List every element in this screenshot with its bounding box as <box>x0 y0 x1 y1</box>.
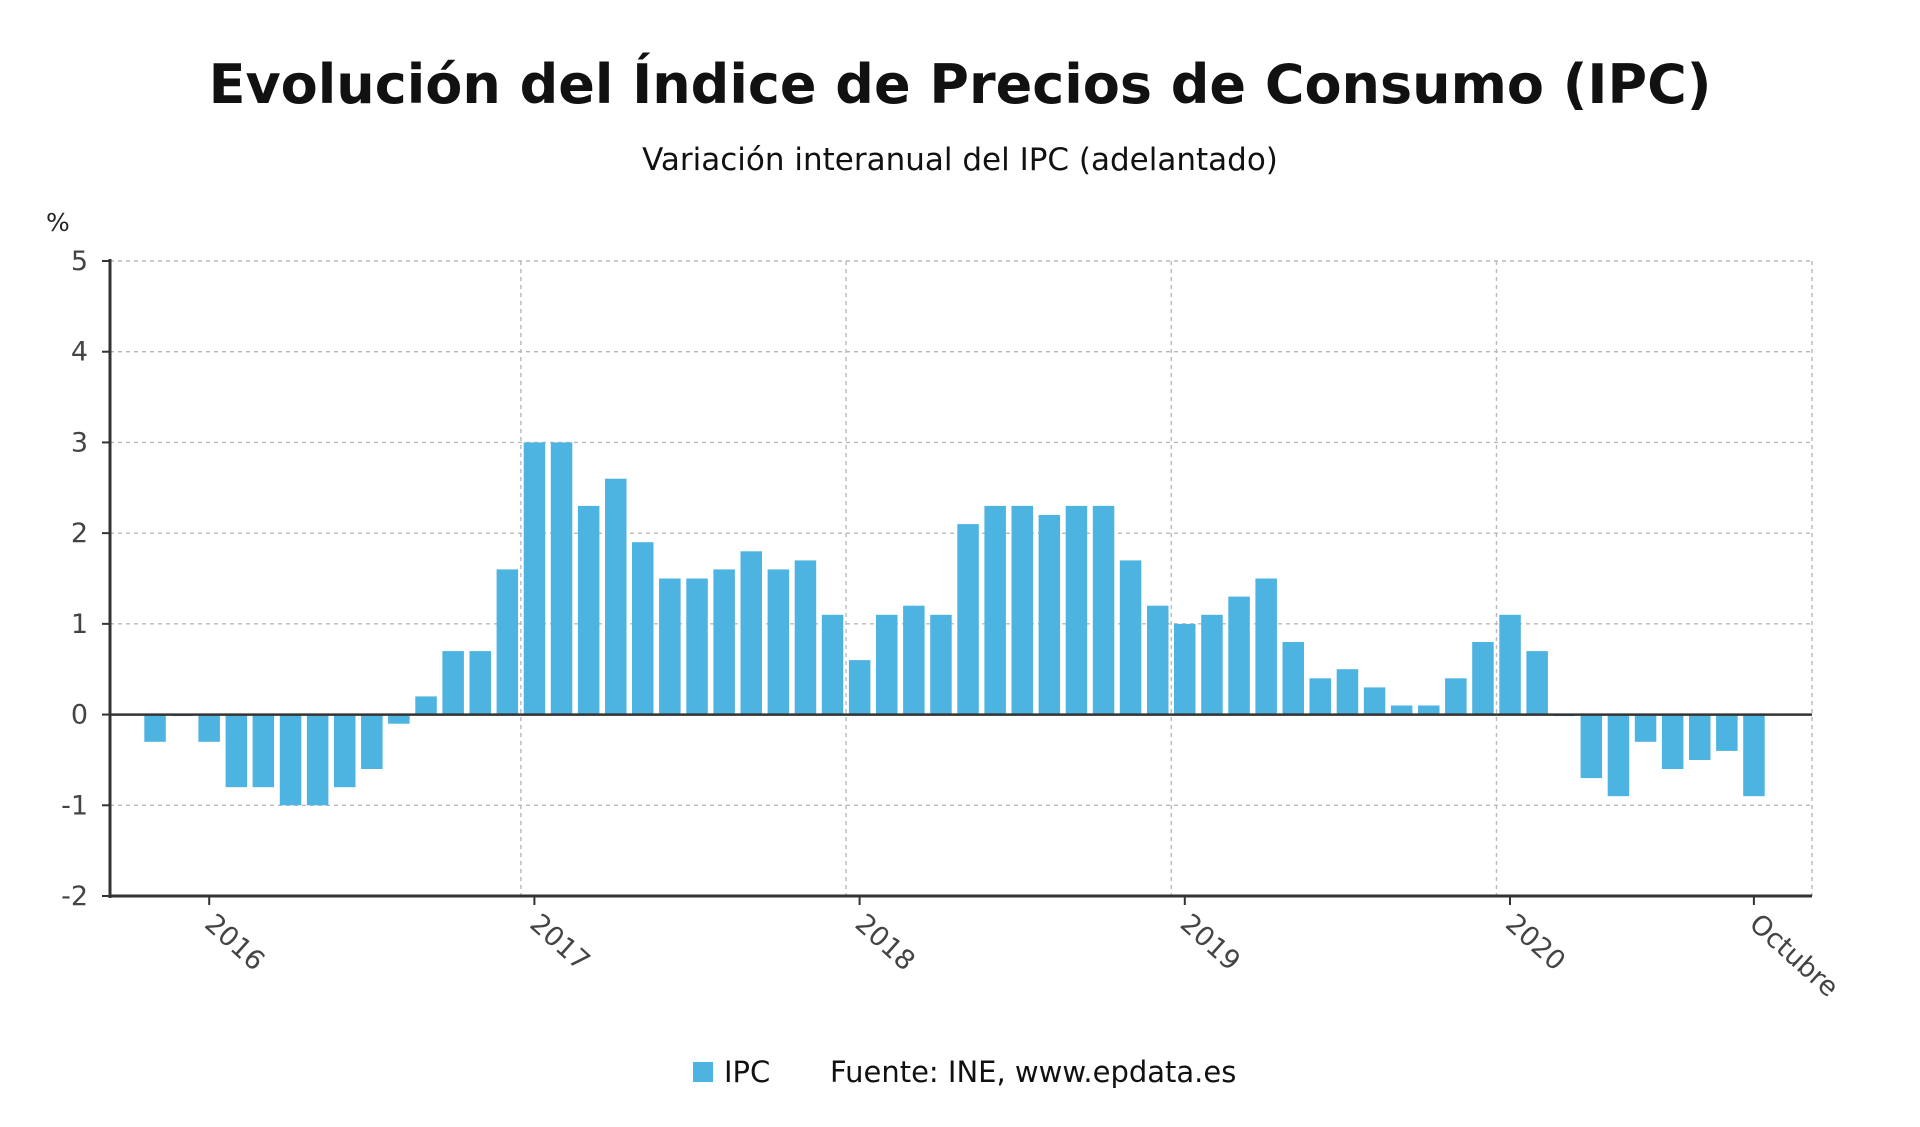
bar <box>1201 614 1223 715</box>
bar <box>1119 560 1142 715</box>
bar <box>1174 623 1196 715</box>
legend: IPC Fuente: INE, www.epdata.es <box>693 1055 1236 1089</box>
bar <box>876 614 898 715</box>
x-tick-label: 2016 <box>199 908 271 977</box>
bar <box>144 714 166 742</box>
axes <box>102 259 1812 905</box>
bar <box>659 578 681 715</box>
bar <box>1526 651 1548 715</box>
x-tick-label: 2020 <box>1499 908 1571 977</box>
bar <box>903 605 925 715</box>
x-tick-label: 2019 <box>1174 908 1246 977</box>
bar <box>1147 605 1169 715</box>
bar <box>306 714 329 806</box>
legend-label: IPC <box>724 1055 770 1089</box>
bar <box>1309 678 1331 715</box>
bar <box>1282 642 1304 715</box>
bar <box>821 614 844 715</box>
bar <box>1228 596 1250 715</box>
x-tick-label: Octubre <box>1743 908 1844 1003</box>
bar <box>1634 714 1657 742</box>
bar <box>713 569 735 715</box>
y-tick-label: -1 <box>61 790 88 821</box>
bar <box>1499 614 1521 715</box>
y-tick-label: 5 <box>71 246 88 277</box>
bar <box>957 524 979 715</box>
bar <box>1472 642 1494 715</box>
bar <box>550 442 573 715</box>
bar <box>1255 578 1277 715</box>
bar <box>794 560 817 715</box>
bar <box>388 714 410 724</box>
x-tick-labels: 2016 2017 2018 2019 2020 Octubre <box>199 908 1845 1003</box>
bars <box>144 442 1765 806</box>
bar <box>1418 705 1440 715</box>
bar <box>1743 714 1765 797</box>
bar <box>577 505 600 715</box>
bar <box>252 714 275 788</box>
y-tick-label: 4 <box>71 337 88 368</box>
bar <box>1689 714 1711 760</box>
y-tick-label: 2 <box>71 518 88 549</box>
bar <box>415 696 437 715</box>
bar <box>1092 505 1115 715</box>
bar <box>469 651 491 715</box>
bar <box>1336 669 1359 715</box>
bar <box>767 569 790 715</box>
bar <box>1716 714 1738 751</box>
source-note: Fuente: INE, www.epdata.es <box>830 1055 1236 1089</box>
bar <box>740 551 762 715</box>
y-tick-labels: 5 4 3 2 1 0 -1 -2 <box>61 246 88 912</box>
y-tick-label: -2 <box>61 881 88 912</box>
bar <box>279 714 302 806</box>
x-tick-label: 2017 <box>524 908 596 977</box>
bar <box>1065 505 1088 715</box>
bar <box>361 714 383 769</box>
bar <box>1445 678 1467 715</box>
bar <box>984 505 1006 715</box>
bar <box>1607 714 1630 797</box>
bar <box>848 660 871 715</box>
bar <box>496 569 519 715</box>
bar <box>334 714 356 788</box>
bar <box>523 442 546 715</box>
x-tick-label: 2018 <box>849 908 921 977</box>
chart-subtitle: Variación interanual del IPC (adelantado… <box>642 142 1278 178</box>
bar <box>1580 714 1603 779</box>
bar <box>930 614 952 715</box>
bar <box>1661 714 1684 769</box>
bar <box>442 651 464 715</box>
bar <box>1363 687 1386 715</box>
bar <box>1011 505 1033 715</box>
y-tick-label: 1 <box>71 609 88 640</box>
y-tick-label: 3 <box>71 427 88 458</box>
bar <box>632 542 654 715</box>
bar <box>1390 705 1413 715</box>
y-axis-unit: % <box>46 208 70 237</box>
bar <box>225 714 248 788</box>
bar <box>605 478 627 715</box>
legend-swatch <box>693 1062 713 1082</box>
bar <box>198 714 220 742</box>
chart-title: Evolución del Índice de Precios de Consu… <box>209 53 1712 116</box>
bar <box>1038 515 1061 715</box>
y-tick-label: 0 <box>71 700 88 731</box>
bar <box>686 578 708 715</box>
